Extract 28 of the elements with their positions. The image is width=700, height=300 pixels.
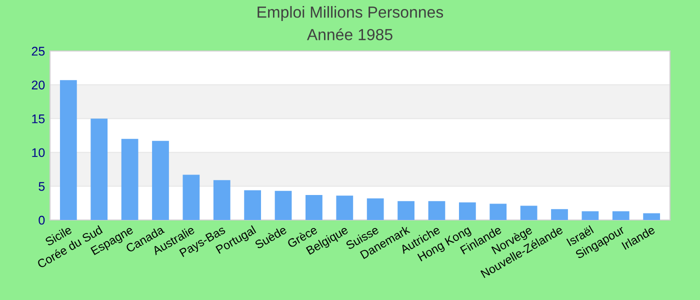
- y-tick-label: 15: [32, 114, 45, 124]
- bar: [182, 174, 200, 220]
- bar: [306, 194, 322, 220]
- bar: [336, 196, 354, 220]
- bar: [244, 190, 262, 220]
- chart-subtitle: Année 1985: [306, 28, 392, 40]
- chart-title: Emploi Millions Personnes: [258, 6, 444, 21]
- bar: [366, 198, 384, 220]
- bar: [551, 209, 568, 220]
- bar: [490, 204, 507, 220]
- bar: [612, 211, 630, 220]
- bar: [121, 138, 138, 220]
- bar: [643, 213, 660, 220]
- bar: [90, 118, 108, 220]
- y-tick-label: 5: [38, 182, 45, 191]
- y-tick-label: 0: [38, 216, 45, 225]
- bar: [458, 202, 476, 220]
- y-tick-label: 25: [32, 46, 45, 56]
- bar: [60, 80, 77, 220]
- bar: [274, 190, 292, 220]
- bar: [428, 201, 446, 220]
- bar: [398, 201, 414, 220]
- y-tick-label: 10: [32, 148, 45, 158]
- bar: [520, 206, 538, 220]
- bar: [582, 211, 599, 220]
- bar: [213, 180, 230, 220]
- y-tick-label: 20: [32, 80, 45, 90]
- bar: [152, 140, 169, 220]
